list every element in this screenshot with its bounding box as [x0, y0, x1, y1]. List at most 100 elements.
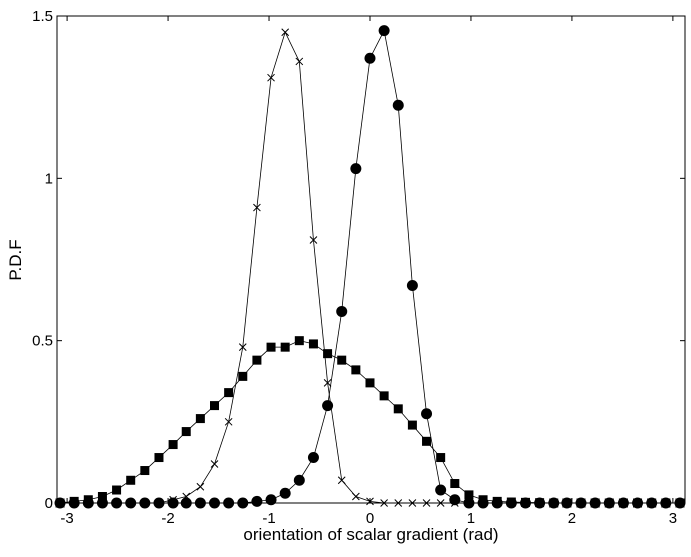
square-marker [252, 355, 262, 365]
cross-marker [380, 499, 388, 507]
circle-marker [237, 497, 249, 509]
square-marker [436, 453, 446, 463]
x-axis-label: orientation of scalar gradient (rad) [243, 525, 498, 544]
x-tick-label: 1 [467, 510, 475, 527]
circle-marker [575, 497, 587, 509]
circle-marker [223, 497, 235, 509]
cross-marker [267, 73, 275, 82]
circle-marker [463, 497, 475, 509]
circle-marker [54, 497, 66, 509]
plot-frame [56, 15, 686, 504]
circle-marker [251, 495, 263, 507]
y-axis-label: P.D.F [6, 239, 25, 280]
circle-marker [548, 497, 560, 509]
square-marker [97, 492, 107, 502]
circle-marker [279, 487, 291, 499]
square-marker [464, 490, 474, 500]
x-tick-label: -2 [161, 510, 174, 527]
square-marker [308, 339, 318, 349]
square-marker [407, 420, 417, 430]
circle-marker [505, 497, 517, 509]
circle-marker [660, 497, 672, 509]
square-marker [154, 453, 164, 463]
square-marker [365, 378, 375, 388]
circle-marker [519, 497, 531, 509]
cross-marker [323, 379, 332, 387]
circle-marker [139, 497, 151, 509]
cross-marker [337, 476, 346, 485]
cross-marker [210, 460, 219, 468]
circle-marker [674, 497, 686, 509]
square-marker [280, 342, 290, 352]
circle-marker [646, 497, 658, 509]
circle-marker [378, 25, 390, 37]
circle-marker [603, 497, 615, 509]
square-marker [238, 371, 248, 381]
circle-marker [167, 497, 179, 509]
square-marker [168, 440, 178, 450]
circle-marker [406, 279, 418, 291]
circle-marker [307, 452, 319, 464]
square-marker [422, 436, 432, 446]
circle-marker [617, 497, 629, 509]
circle-marker [180, 497, 192, 509]
square-marker [224, 388, 234, 398]
square-marker [140, 466, 150, 476]
circle-marker [421, 408, 433, 420]
circle-marker [449, 494, 461, 506]
x-tick-label: -3 [60, 510, 73, 527]
cross-marker [352, 492, 360, 501]
circle-marker [561, 497, 573, 509]
x-tick-label: 3 [669, 510, 677, 527]
circle-marker [82, 497, 94, 509]
circle-marker [265, 494, 277, 506]
circle-marker [534, 497, 546, 509]
cross-marker [422, 499, 431, 507]
circle-marker [209, 497, 221, 509]
square-marker [210, 401, 220, 411]
circle-marker [392, 99, 404, 111]
cross-marker [309, 236, 318, 244]
square-marker [393, 404, 403, 414]
square-marker [337, 355, 347, 365]
square-marker [112, 485, 122, 495]
square-marker [351, 365, 361, 375]
square-marker [450, 479, 460, 489]
cross-marker [253, 203, 261, 212]
cross-marker [436, 499, 445, 507]
circle-marker [364, 52, 376, 64]
square-marker [379, 391, 389, 401]
circle-marker [293, 474, 305, 486]
x-tick-label: 0 [366, 510, 374, 527]
circle-marker [153, 497, 165, 509]
x-tick-label: 2 [568, 510, 576, 527]
square-marker [294, 336, 304, 346]
cross-marker [366, 497, 374, 506]
y-tick-label: 0.5 [32, 333, 53, 350]
cross-marker [224, 417, 233, 426]
y-tick-label: 1.5 [32, 8, 53, 25]
circle-marker [350, 163, 362, 175]
circle-marker [194, 497, 206, 509]
circle-marker [322, 400, 334, 412]
cross-marker [238, 343, 247, 352]
circle-marker [96, 497, 108, 509]
circle-marker [336, 305, 348, 317]
circle-marker [111, 497, 123, 509]
square-marker [126, 475, 136, 485]
circle-marker [491, 497, 503, 509]
cross-marker [408, 499, 417, 507]
y-tick-label: 0 [45, 495, 53, 512]
circle-marker [68, 497, 80, 509]
circle-marker [632, 497, 644, 509]
y-tick-label: 1 [45, 170, 53, 187]
circle-marker [477, 497, 489, 509]
cross-marker [196, 482, 205, 491]
x-tick-label: -1 [262, 510, 275, 527]
circle-marker [435, 484, 447, 496]
square-marker [266, 342, 276, 352]
circle-marker [125, 497, 137, 509]
square-marker [195, 414, 205, 424]
cross-marker [394, 499, 403, 507]
